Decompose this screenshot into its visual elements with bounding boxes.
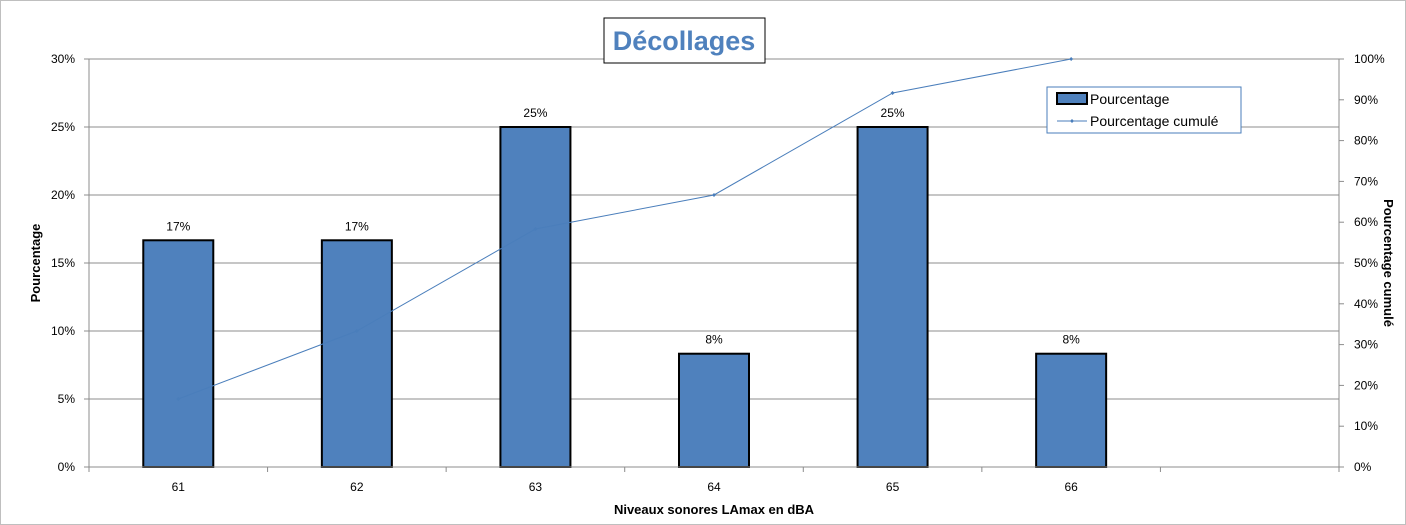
bar-data-label: 25% xyxy=(881,106,905,120)
line-point xyxy=(354,329,359,334)
y-tick-label: 30% xyxy=(51,52,75,66)
y-tick-label: 10% xyxy=(51,324,75,338)
y2-tick-label: 70% xyxy=(1354,174,1378,188)
y2-tick-label: 30% xyxy=(1354,338,1378,352)
x-tick-label: 62 xyxy=(350,480,364,494)
bar xyxy=(1035,352,1108,469)
bar-data-label: 25% xyxy=(523,106,547,120)
legend-line-marker xyxy=(1070,119,1074,123)
legend-line-label: Pourcentage cumulé xyxy=(1090,113,1219,129)
y2-tick-label: 60% xyxy=(1354,215,1378,229)
y2-tick-label: 10% xyxy=(1354,419,1378,433)
line-point xyxy=(712,192,716,197)
y2-tick-label: 40% xyxy=(1354,297,1378,311)
legend-bar-label: Pourcentage xyxy=(1090,91,1170,107)
y2-tick-label: 0% xyxy=(1354,460,1372,474)
x-tick-label: 65 xyxy=(886,480,900,494)
bar xyxy=(856,126,929,468)
legend-bar-swatch xyxy=(1056,92,1088,105)
legend: Pourcentage Pourcentage cumulé xyxy=(1046,86,1242,134)
y2-axis-title: Pourcentage cumulé xyxy=(1381,199,1396,327)
y-tick-label: 5% xyxy=(58,392,76,406)
y-axis-title: Pourcentage xyxy=(28,224,43,303)
y-tick-label: 25% xyxy=(51,120,75,134)
bar-data-label: 8% xyxy=(705,333,723,347)
line-point xyxy=(533,227,538,232)
line-point xyxy=(1069,57,1074,61)
y2-tick-label: 20% xyxy=(1354,378,1378,392)
line-point xyxy=(890,90,895,95)
chart-title: Décollages xyxy=(613,26,756,56)
x-axis-title: Niveaux sonores LAmax en dBA xyxy=(614,502,815,517)
y2-tick-label: 90% xyxy=(1354,93,1378,107)
bar-data-label: 17% xyxy=(345,219,369,233)
x-tick-label: 66 xyxy=(1064,480,1078,494)
bar-data-label: 17% xyxy=(166,219,190,233)
y-tick-label: 15% xyxy=(51,256,75,270)
bar-data-label: 8% xyxy=(1062,333,1080,347)
bar xyxy=(678,352,750,469)
cumulative-line xyxy=(178,58,1072,400)
bar xyxy=(320,239,393,468)
y2-tick-label: 100% xyxy=(1354,52,1385,66)
x-tick-label: 63 xyxy=(529,480,543,494)
x-tick-label: 61 xyxy=(172,480,186,494)
y2-tick-label: 50% xyxy=(1354,256,1378,270)
bar xyxy=(142,239,215,468)
chart-title-box xyxy=(603,17,766,64)
x-tick-label: 64 xyxy=(707,480,721,494)
y-tick-label: 0% xyxy=(58,460,76,474)
y-tick-label: 20% xyxy=(51,188,75,202)
y2-tick-label: 80% xyxy=(1354,134,1378,148)
bar xyxy=(499,126,572,468)
line-point xyxy=(176,396,181,401)
